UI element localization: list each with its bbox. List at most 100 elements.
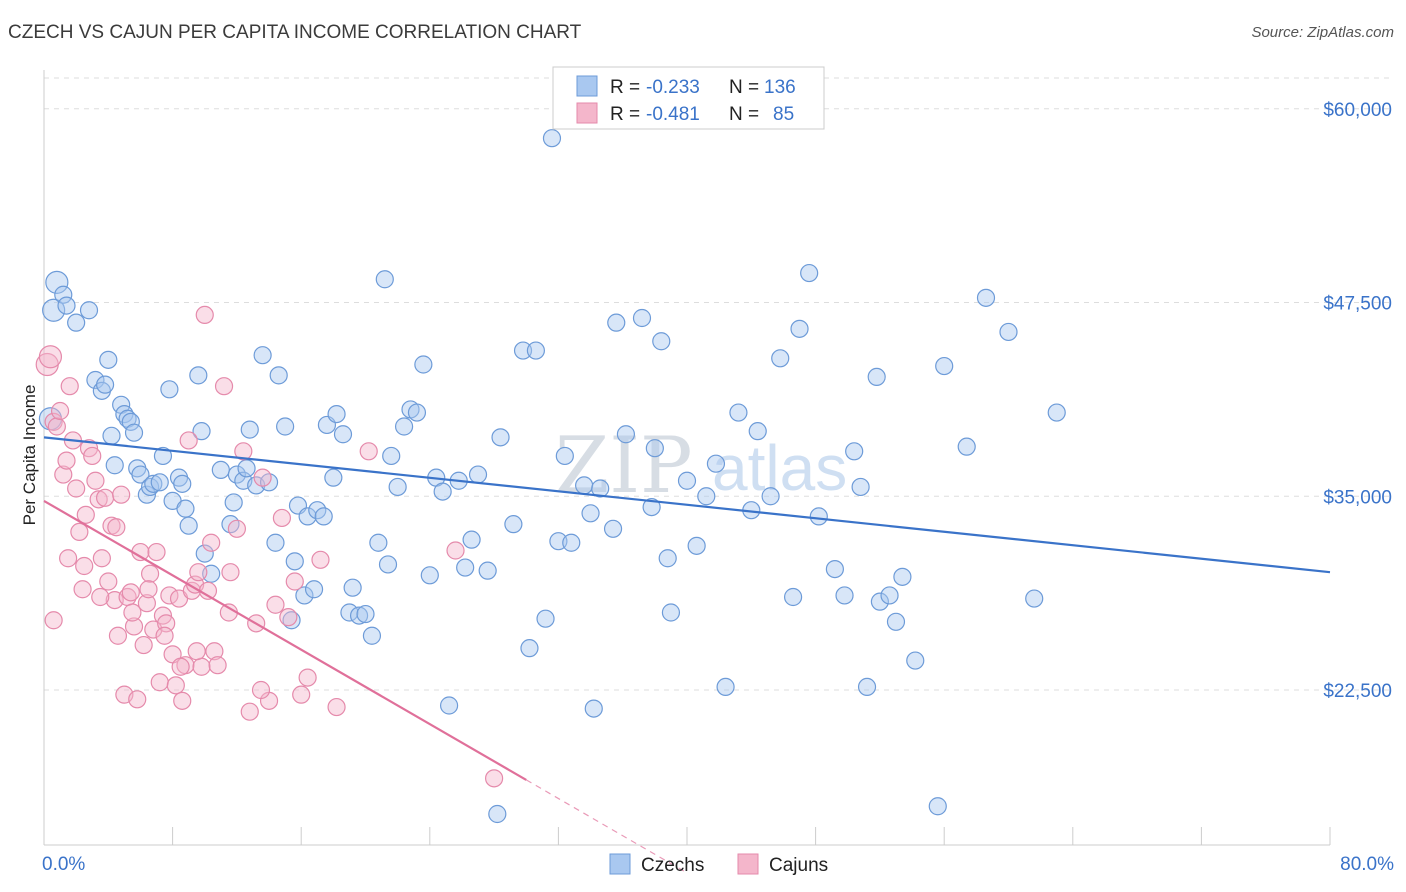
czech-point [131, 465, 150, 484]
chart-title: CZECH VS CAJUN PER CAPITA INCOME CORRELA… [8, 22, 582, 43]
cajun-point [83, 446, 102, 466]
cajun-point [202, 533, 221, 552]
czech-point [584, 699, 603, 718]
czech-point [642, 498, 661, 517]
cajun-point [189, 563, 208, 582]
czech-point [240, 420, 259, 439]
cajun-point [359, 442, 378, 461]
watermark: ZIP atlas [555, 421, 847, 511]
cajun-point [75, 556, 94, 576]
stats-legend-box [552, 66, 825, 130]
source-label: Source: ZipAtlas.com [1251, 24, 1394, 41]
czech-point [144, 474, 163, 493]
czech-point [632, 308, 652, 328]
czech-point [378, 555, 398, 574]
czech-point [54, 285, 73, 304]
cajun-point [266, 595, 285, 614]
czech-point [253, 346, 272, 365]
bottom-legend-swatch-cajuns [737, 853, 759, 875]
czech-point [333, 425, 353, 444]
czech-point [153, 446, 173, 466]
czech-point [304, 580, 324, 599]
cajun-point [221, 563, 240, 582]
czech-point [160, 380, 179, 399]
cajun-point [253, 468, 272, 487]
czech-point [616, 425, 636, 444]
cajun-point [187, 642, 206, 661]
cajun-trend-line [43, 499, 527, 781]
czech-point [42, 298, 66, 322]
series-legend: Czechs Cajuns [609, 853, 828, 876]
czech-point [420, 566, 439, 585]
cajun-trend-extension [525, 779, 688, 874]
cajun-point [92, 549, 111, 568]
cajun-point [59, 549, 78, 568]
cajun-point [173, 691, 192, 710]
czech-point [327, 405, 346, 424]
cajun-point [446, 541, 465, 560]
czech-point [851, 477, 870, 497]
cajun-point [67, 479, 86, 498]
cajun-point [179, 431, 198, 450]
points-layer [35, 129, 1066, 824]
y-tick-label: $22,500 [1323, 681, 1392, 702]
cajun-point [285, 572, 304, 591]
czech-point [886, 612, 906, 631]
czech-point [121, 412, 140, 431]
y-tick-label: $60,000 [1323, 100, 1392, 121]
cajun-point [208, 656, 227, 675]
czech-point [857, 677, 877, 697]
cajun-point [240, 702, 259, 721]
czech-point [356, 604, 375, 624]
czech-point [536, 609, 555, 628]
czech-point [687, 536, 706, 555]
cajun-point [134, 635, 153, 655]
grid-layer [44, 77, 1392, 691]
legend-swatch-cajuns [576, 102, 598, 124]
czech-point [748, 422, 767, 441]
cajun-point [89, 490, 108, 509]
czech-point [716, 677, 735, 697]
cajun-point [76, 505, 95, 524]
czech-point [86, 370, 105, 390]
czech-point [462, 530, 481, 549]
trend-layer [43, 436, 1331, 874]
cajun-point [57, 451, 76, 470]
czech-point [645, 439, 664, 458]
cajun-point [327, 697, 346, 717]
cajun-point [155, 626, 174, 645]
czech-point [414, 355, 433, 374]
cajun-point [227, 519, 246, 538]
czech-point [99, 350, 118, 369]
czech-point [179, 516, 198, 535]
cajun-point [73, 580, 92, 599]
cajun-point [70, 522, 89, 542]
legend-n-value-1: 136 [764, 77, 796, 98]
czech-point [999, 322, 1018, 342]
czech-point [224, 493, 243, 512]
czech-point [542, 129, 562, 148]
czech-point [67, 313, 86, 332]
legend-n-label-1: N = [729, 77, 759, 98]
cajun-point [54, 465, 73, 484]
x-tick-label-max: 80.0% [1340, 854, 1394, 875]
cajun-point [298, 668, 317, 687]
czech-point [295, 586, 314, 605]
czech-point [468, 465, 488, 484]
bottom-legend-czechs: Czechs [641, 855, 704, 876]
czech-point [957, 437, 976, 456]
czech-point [658, 549, 677, 568]
czech-point [456, 558, 475, 577]
czech-point [388, 477, 407, 497]
czech-point [591, 479, 610, 498]
czech-trend-line [43, 436, 1331, 574]
cajun-point [99, 572, 118, 591]
cajun-point [91, 587, 110, 607]
legend-swatch-czechs [576, 75, 598, 97]
czech-point [375, 270, 394, 289]
czech-point [173, 474, 192, 493]
czech-point [783, 587, 803, 607]
cajun-point [147, 542, 166, 562]
cajun-point [205, 642, 224, 661]
cajun-point [124, 617, 144, 636]
